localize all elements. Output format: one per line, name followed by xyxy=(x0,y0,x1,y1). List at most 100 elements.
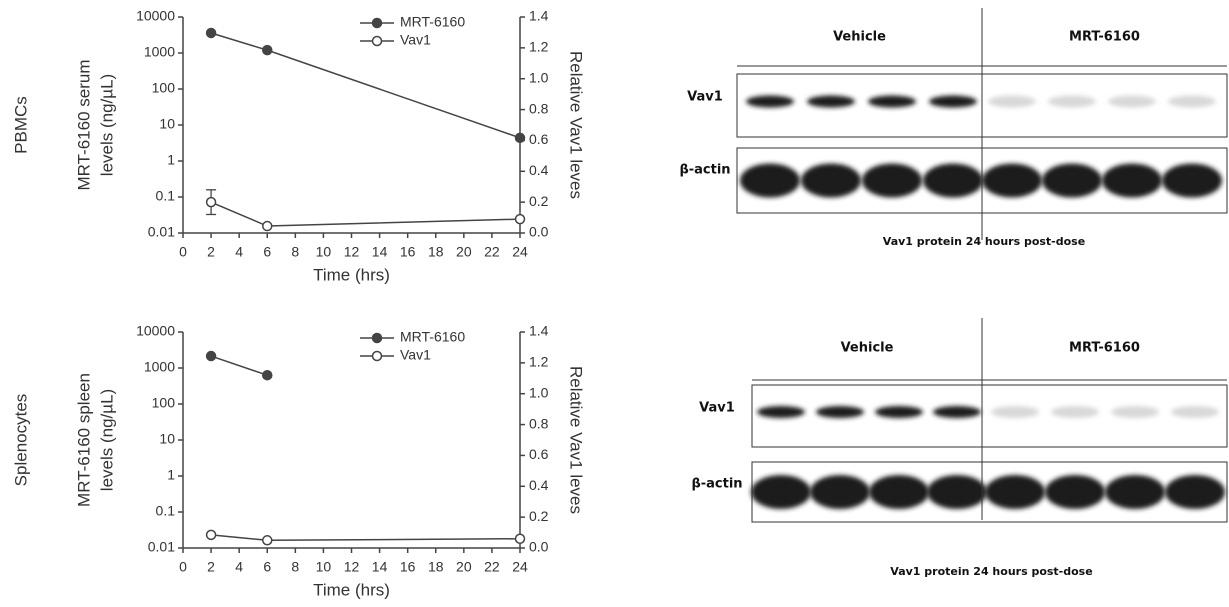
legend-label: MRT-6160 xyxy=(400,329,465,345)
y2-tick-label: 1.2 xyxy=(529,354,549,370)
x-tick-label: 14 xyxy=(372,244,388,260)
x-axis-title: Time (hrs) xyxy=(313,580,390,599)
blot-band xyxy=(816,406,864,418)
data-point xyxy=(205,529,217,541)
data-point xyxy=(514,533,526,544)
blot-band xyxy=(991,406,1039,418)
data-point xyxy=(205,27,217,39)
blot-band xyxy=(810,475,870,509)
legend-marker xyxy=(371,332,383,344)
y2-tick-label: 0.2 xyxy=(529,508,549,524)
x-tick-label: 4 xyxy=(235,559,243,575)
blot-column-label: Vehicle xyxy=(833,30,886,45)
blot-row-label: Vav1 xyxy=(699,401,735,416)
data-point xyxy=(262,535,273,546)
x-tick-label: 2 xyxy=(207,244,215,260)
series-line xyxy=(210,355,268,376)
y-tick-label: 1000 xyxy=(144,44,175,60)
y2-tick-label: 0.0 xyxy=(529,539,549,555)
blot-band xyxy=(1042,163,1102,198)
blot-caption: Vav1 protein 24 hours post-dose xyxy=(890,565,1092,578)
blot-row-label: Vav1 xyxy=(687,90,723,105)
blot-band xyxy=(1111,406,1159,418)
blot-band xyxy=(869,475,929,509)
x-tick-label: 6 xyxy=(263,559,271,575)
blot-column-label: MRT-6160 xyxy=(1069,30,1140,45)
blot-band xyxy=(923,163,983,198)
x-tick-label: 4 xyxy=(235,244,243,260)
x-tick-label: 8 xyxy=(291,244,299,260)
blot-column-label: Vehicle xyxy=(841,341,894,356)
y-tick-label: 0.01 xyxy=(148,539,175,555)
y-tick-label: 1 xyxy=(167,467,175,483)
blot-band xyxy=(740,163,800,198)
x-tick-label: 12 xyxy=(344,559,360,575)
y2-tick-label: 0.8 xyxy=(529,100,549,116)
data-point xyxy=(514,132,526,144)
blot-band xyxy=(1162,163,1222,198)
x-tick-label: 24 xyxy=(512,244,528,260)
y-tick-label: 1000 xyxy=(144,359,175,375)
blot-caption: Vav1 protein 24 hours post-dose xyxy=(883,235,1085,248)
x-tick-label: 8 xyxy=(291,559,299,575)
y2-tick-label: 0.6 xyxy=(529,446,549,462)
data-point xyxy=(205,350,217,362)
data-point xyxy=(262,220,273,232)
x-tick-label: 22 xyxy=(484,244,500,260)
x-tick-label: 2 xyxy=(207,559,215,575)
y-tick-label: 1 xyxy=(167,152,175,168)
blot-band xyxy=(1108,95,1156,108)
y-tick-label: 0.01 xyxy=(148,224,175,240)
x-tick-label: 22 xyxy=(484,559,500,575)
x-tick-label: 16 xyxy=(400,559,416,575)
row-label: Splenocytes xyxy=(11,394,30,487)
x-tick-label: 24 xyxy=(512,559,528,575)
x-tick-label: 18 xyxy=(428,559,444,575)
x-tick-label: 20 xyxy=(456,559,472,575)
y-tick-label: 10 xyxy=(159,431,175,447)
blot-band xyxy=(868,95,916,108)
blot-band xyxy=(1168,95,1216,108)
x-tick-label: 18 xyxy=(428,244,444,260)
blot-band xyxy=(751,475,811,509)
y-tick-label: 100 xyxy=(152,395,176,411)
x-tick-label: 10 xyxy=(316,559,332,575)
y-tick-label: 10000 xyxy=(136,323,175,339)
blot-band xyxy=(757,406,805,418)
row-label: PBMCs xyxy=(11,96,30,154)
y-axis-title: levels (ng/µL) xyxy=(97,74,116,176)
blot-band xyxy=(927,475,987,509)
legend-marker xyxy=(371,350,383,362)
y2-axis-title: Relative Vav1 leves xyxy=(567,51,586,199)
x-tick-label: 14 xyxy=(372,559,388,575)
blot-band xyxy=(1051,406,1099,418)
y2-tick-label: 0.6 xyxy=(529,131,549,147)
blot-band xyxy=(985,475,1045,509)
legend-marker xyxy=(371,35,383,47)
x-tick-label: 6 xyxy=(263,244,271,260)
y-axis-title: MRT-6160 serum xyxy=(74,59,93,190)
blot-band xyxy=(801,163,861,198)
blot-band xyxy=(929,95,977,108)
blot-band xyxy=(982,163,1042,198)
x-tick-label: 0 xyxy=(179,244,187,260)
data-point xyxy=(262,369,273,381)
data-point xyxy=(205,196,217,208)
blot-band xyxy=(1102,163,1162,198)
y2-axis-title: Relative Vav1 leves xyxy=(567,366,586,514)
y-tick-label: 100 xyxy=(152,80,176,96)
blot-band xyxy=(988,95,1036,108)
legend-label: Vav1 xyxy=(400,347,431,363)
y2-tick-label: 0.0 xyxy=(529,224,549,240)
y2-tick-label: 0.4 xyxy=(529,162,549,178)
blot-band xyxy=(807,95,855,108)
y-tick-label: 0.1 xyxy=(156,503,176,519)
x-tick-label: 20 xyxy=(456,244,472,260)
blot-row-label: β-actin xyxy=(691,477,742,492)
blot-band xyxy=(1171,406,1219,418)
y2-tick-label: 1.2 xyxy=(529,39,549,55)
x-tick-label: 12 xyxy=(344,244,360,260)
y2-tick-label: 0.8 xyxy=(529,415,549,431)
blot-column-label: MRT-6160 xyxy=(1069,341,1140,356)
